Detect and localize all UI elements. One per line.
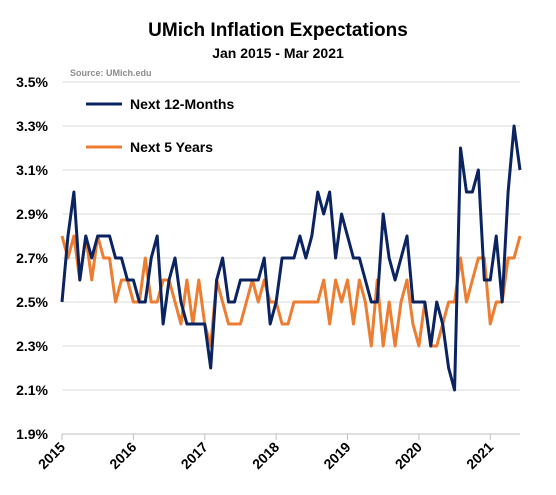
x-tick-label: 2021 xyxy=(463,439,496,472)
x-tick-label: 2020 xyxy=(392,439,425,472)
chart-title: UMich Inflation Expectations xyxy=(148,20,408,41)
series-line xyxy=(60,234,522,348)
gridlines xyxy=(62,81,520,391)
y-tick-label: 2.3% xyxy=(16,338,48,354)
series-line xyxy=(60,124,522,392)
x-tick-label: 2019 xyxy=(320,439,353,472)
x-axis-ticks: 2015 2016 2017 2018 2019 2020 2021 xyxy=(35,434,497,472)
chart-source: Source: UMich.edu xyxy=(70,68,152,78)
y-tick-label: 2.9% xyxy=(16,206,48,222)
series-lines xyxy=(60,124,522,392)
y-tick-label: 1.9% xyxy=(16,426,48,442)
y-tick-label: 2.5% xyxy=(16,294,48,310)
y-tick-label: 3.1% xyxy=(16,162,48,178)
y-tick-label: 3.5% xyxy=(16,74,48,90)
y-tick-label: 2.7% xyxy=(16,250,48,266)
legend: Next 12-Months Next 5 Years xyxy=(86,96,234,155)
y-tick-label: 2.1% xyxy=(16,382,48,398)
y-tick-label: 3.3% xyxy=(16,118,48,134)
x-tick-label: 2015 xyxy=(35,439,68,472)
x-tick-label: 2017 xyxy=(178,439,211,472)
legend-label: Next 5 Years xyxy=(130,139,213,155)
chart-subtitle: Jan 2015 - Mar 2021 xyxy=(212,45,344,61)
x-tick-label: 2018 xyxy=(249,439,282,472)
x-tick-label: 2016 xyxy=(106,439,139,472)
legend-label: Next 12-Months xyxy=(130,96,234,112)
y-axis-ticks: 1.9% 2.1% 2.3% 2.5% 2.7% 2.9% 3.1% 3.3% 3.5% xyxy=(16,74,48,442)
